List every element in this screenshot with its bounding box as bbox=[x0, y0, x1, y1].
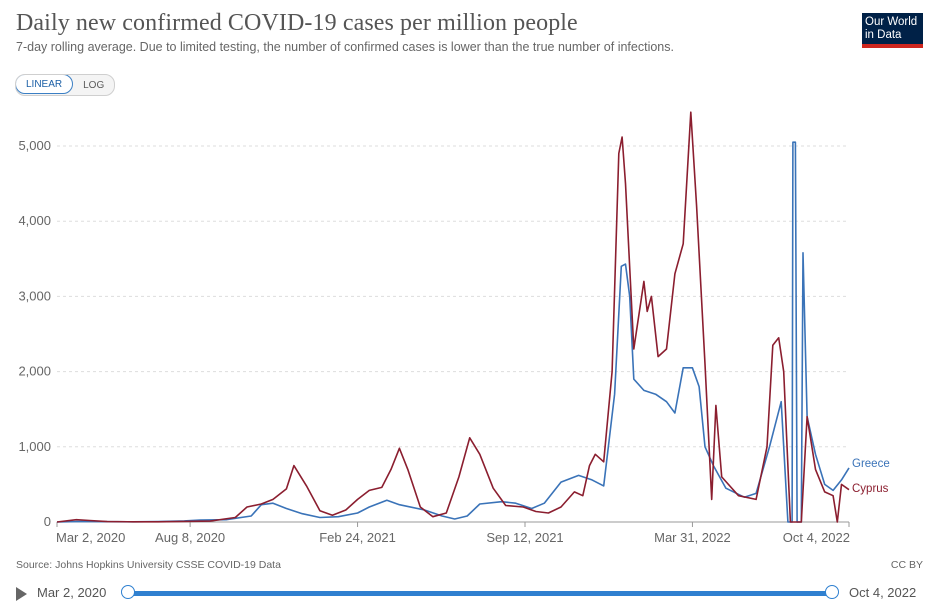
x-tick-label: Mar 31, 2022 bbox=[654, 530, 731, 545]
source-note[interactable]: Source: Johns Hopkins University CSSE CO… bbox=[16, 559, 281, 571]
chart-subtitle: 7-day rolling average. Due to limited te… bbox=[16, 40, 674, 54]
x-tick-label: Oct 4, 2022 bbox=[783, 530, 850, 545]
series-line-greece[interactable] bbox=[56, 141, 850, 523]
y-tick-label: 4,000 bbox=[18, 213, 51, 228]
timeline-end-handle[interactable] bbox=[825, 585, 839, 599]
x-tick-label: Sep 12, 2021 bbox=[486, 530, 563, 545]
x-tick-label: Aug 8, 2020 bbox=[155, 530, 225, 545]
play-icon[interactable] bbox=[16, 587, 27, 601]
y-tick-label: 2,000 bbox=[18, 364, 51, 379]
y-tick-label: 3,000 bbox=[18, 288, 51, 303]
timeline-start-label: Mar 2, 2020 bbox=[37, 585, 107, 600]
x-tick-label: Mar 2, 2020 bbox=[56, 530, 125, 545]
y-tick-label: 1,000 bbox=[18, 439, 51, 454]
x-tick-label: Feb 24, 2021 bbox=[319, 530, 396, 545]
series-label-greece[interactable]: Greece bbox=[852, 458, 890, 470]
logo-line-2: in Data bbox=[865, 29, 902, 41]
timeline-track[interactable] bbox=[128, 591, 832, 596]
y-tick-label: 5,000 bbox=[18, 138, 51, 153]
timeline-start-handle[interactable] bbox=[121, 585, 135, 599]
timeline-end-label: Oct 4, 2022 bbox=[849, 585, 917, 600]
timeline: Mar 2, 2020 Oct 4, 2022 bbox=[0, 578, 939, 608]
series-label-cyprus[interactable]: Cyprus bbox=[852, 483, 889, 495]
scale-toggle: LINEAR LOG bbox=[15, 74, 116, 96]
owid-logo[interactable]: Our World in Data bbox=[862, 13, 923, 48]
y-tick-label: 0 bbox=[44, 514, 51, 529]
log-scale-button[interactable]: LOG bbox=[73, 75, 114, 95]
series-line-cyprus[interactable] bbox=[56, 111, 850, 523]
logo-line-1: Our World bbox=[865, 16, 918, 28]
license-label[interactable]: CC BY bbox=[890, 559, 923, 571]
linear-scale-button[interactable]: LINEAR bbox=[16, 75, 74, 94]
chart-title: Daily new confirmed COVID-19 cases per m… bbox=[16, 10, 578, 36]
line-chart: 0 1,000 2,000 3,000 4,000 5,000 Mar 2, 2020 Aug… bbox=[18, 111, 890, 545]
